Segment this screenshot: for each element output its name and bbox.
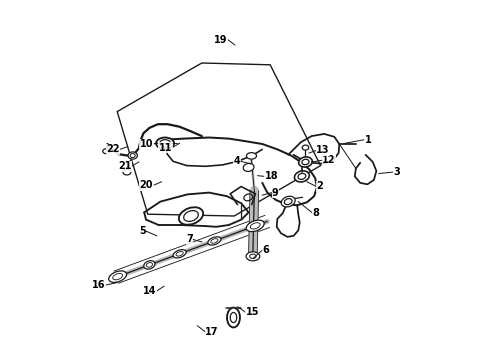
Ellipse shape <box>123 169 131 175</box>
Ellipse shape <box>156 138 174 149</box>
Text: 1: 1 <box>365 135 371 145</box>
Ellipse shape <box>302 145 309 150</box>
Text: 20: 20 <box>140 180 153 190</box>
Text: 7: 7 <box>186 234 193 244</box>
Text: 9: 9 <box>272 188 279 198</box>
Text: 16: 16 <box>92 280 105 290</box>
Ellipse shape <box>173 249 186 258</box>
Text: 13: 13 <box>316 145 330 156</box>
Text: 6: 6 <box>262 245 269 255</box>
Text: 12: 12 <box>322 155 336 165</box>
Text: 17: 17 <box>205 327 219 337</box>
Ellipse shape <box>243 163 254 171</box>
Text: 8: 8 <box>313 208 319 218</box>
Ellipse shape <box>144 261 155 269</box>
Text: 11: 11 <box>159 143 172 153</box>
Text: 22: 22 <box>106 144 120 154</box>
Ellipse shape <box>208 237 221 245</box>
Text: 10: 10 <box>140 139 153 149</box>
Ellipse shape <box>246 220 264 231</box>
Ellipse shape <box>246 252 260 261</box>
Ellipse shape <box>246 153 257 159</box>
Text: 15: 15 <box>245 307 259 318</box>
Text: 4: 4 <box>234 156 241 166</box>
Ellipse shape <box>294 171 309 182</box>
Text: 5: 5 <box>139 226 146 236</box>
Ellipse shape <box>281 196 295 207</box>
Ellipse shape <box>103 149 110 154</box>
Text: 19: 19 <box>214 35 228 45</box>
Ellipse shape <box>109 271 126 282</box>
Ellipse shape <box>299 157 312 167</box>
Text: 3: 3 <box>393 167 400 177</box>
Text: 21: 21 <box>118 161 132 171</box>
Ellipse shape <box>227 307 240 328</box>
Text: 14: 14 <box>143 286 157 296</box>
Text: 18: 18 <box>265 171 278 181</box>
Ellipse shape <box>128 152 137 159</box>
Text: 2: 2 <box>316 181 323 192</box>
Ellipse shape <box>179 207 203 225</box>
